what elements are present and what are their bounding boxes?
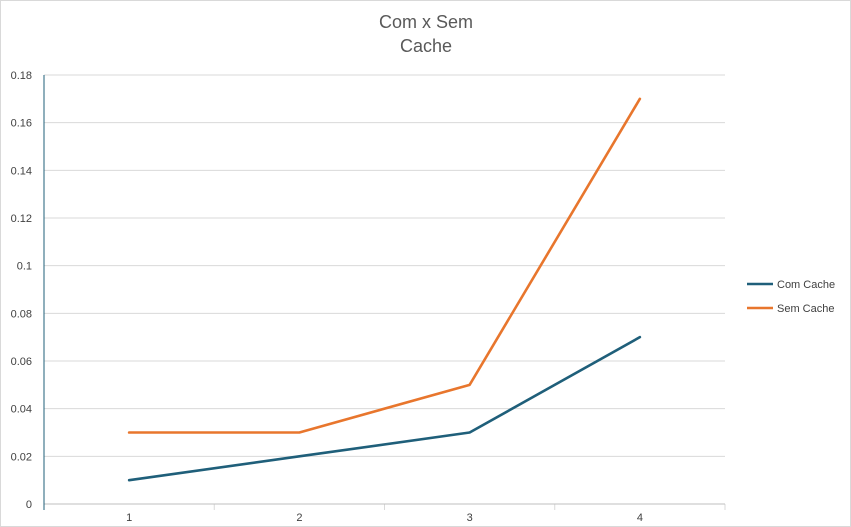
tick-labels: 0 0.02 0.04 0.06 0.08 0.1 0.12 0.14 0.16 0.18 1 2 3 4 <box>11 70 643 524</box>
y-tick-label: 0.16 <box>11 118 32 130</box>
axes <box>43 75 725 510</box>
x-tick-label: 2 <box>296 512 302 524</box>
chart-title-line-2: Cache <box>400 36 452 56</box>
legend: Com Cache Sem Cache <box>747 279 835 315</box>
x-tick-label: 4 <box>637 512 643 524</box>
chart-title-line-1: Com x Sem <box>379 12 473 32</box>
x-tick-label: 3 <box>467 512 473 524</box>
y-tick-label: 0 <box>26 499 32 511</box>
y-tick-label: 0.14 <box>11 165 32 177</box>
y-tick-label: 0.18 <box>11 70 32 82</box>
y-tick-label: 0.04 <box>11 404 32 416</box>
legend-label: Sem Cache <box>777 303 834 315</box>
y-tick-label: 0.06 <box>11 356 32 368</box>
y-tick-label: 0.12 <box>11 213 32 225</box>
y-tick-label: 0.1 <box>17 261 32 273</box>
series-lines <box>127 97 642 482</box>
series-line-sem-cache <box>127 97 642 434</box>
y-tick-label: 0.08 <box>11 308 32 320</box>
gridlines <box>44 74 726 510</box>
legend-label: Com Cache <box>777 279 835 291</box>
series-line-com-cache <box>127 335 642 482</box>
x-tick-label: 1 <box>126 512 132 524</box>
y-tick-label: 0.02 <box>11 451 32 463</box>
